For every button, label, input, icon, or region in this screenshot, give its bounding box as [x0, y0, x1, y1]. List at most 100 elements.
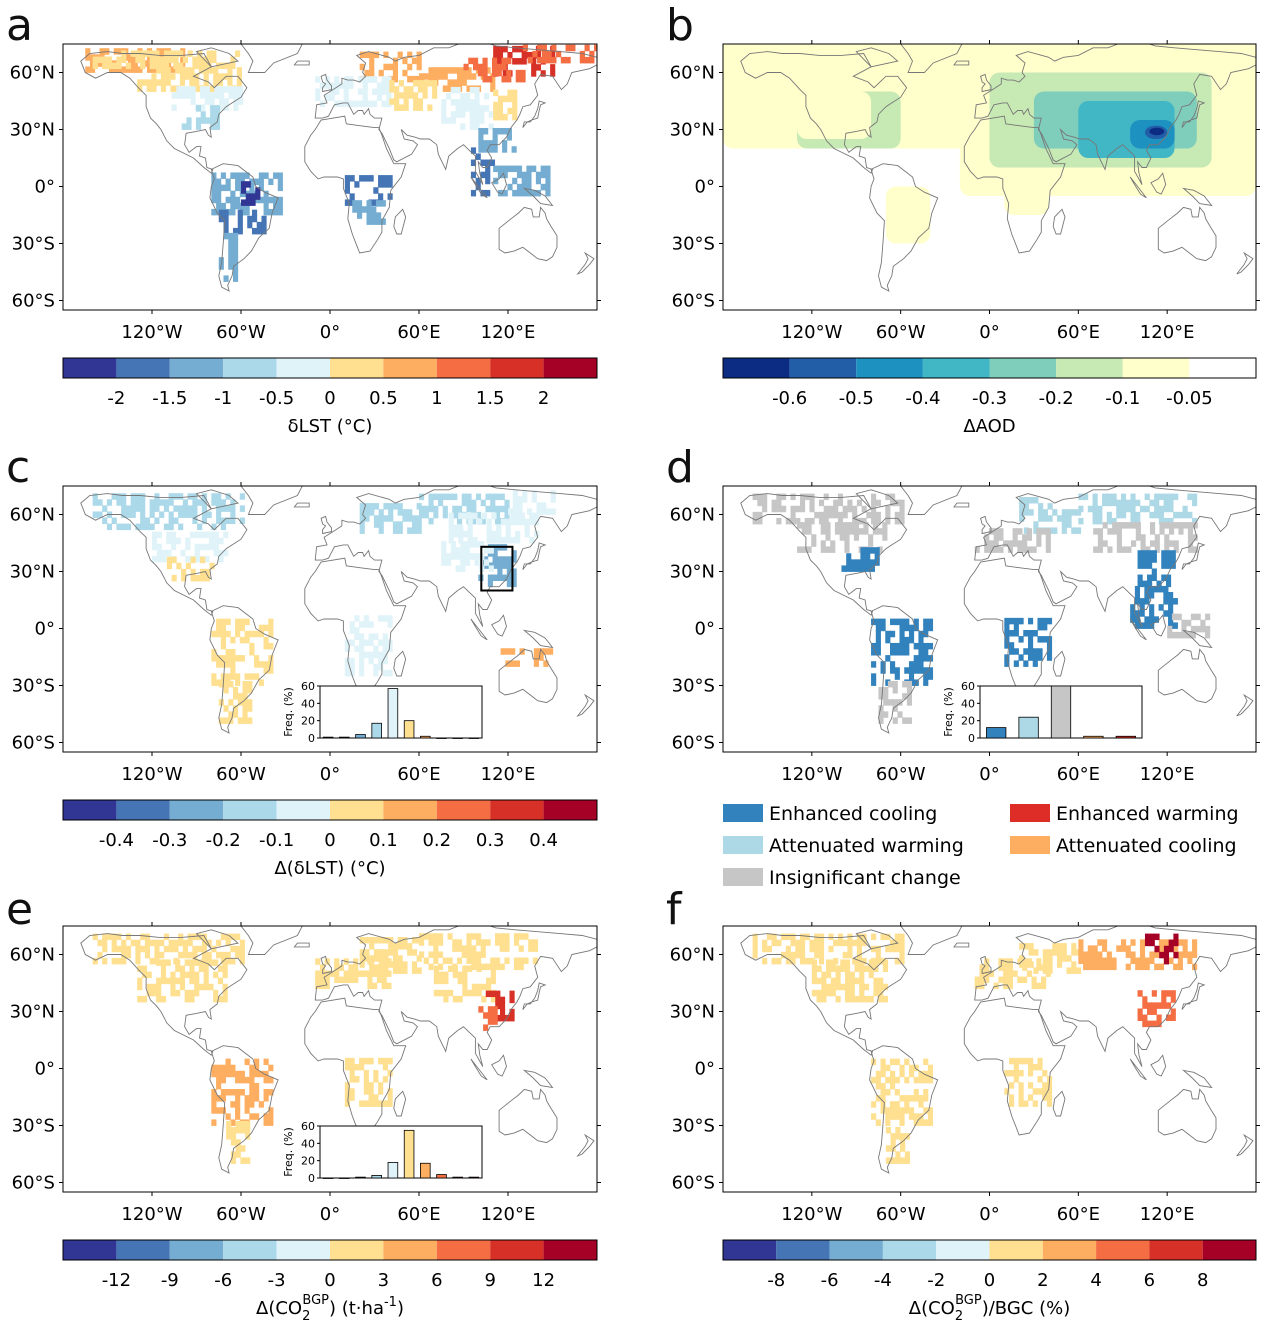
grid-cell — [443, 995, 449, 1003]
grid-cell — [464, 541, 471, 548]
grid-cell — [913, 661, 919, 668]
coastline-baffin — [855, 929, 899, 950]
grid-cell — [515, 512, 521, 520]
grid-cell — [372, 970, 378, 977]
grid-cell — [97, 56, 103, 64]
grid-cell — [121, 499, 127, 506]
lon-tick-label: 0° — [320, 1204, 340, 1225]
colorbar-segment — [330, 800, 384, 820]
grid-cell — [249, 1064, 255, 1072]
grid-cell — [116, 933, 122, 941]
grid-cell — [268, 618, 274, 626]
grid-cell — [904, 1151, 910, 1158]
grid-cell — [154, 945, 160, 953]
grid-cell — [540, 171, 546, 179]
grid-cell — [839, 522, 845, 529]
grid-cell — [548, 648, 554, 655]
colorbar-tick-label: -0.2 — [206, 830, 241, 851]
grid-cell — [372, 88, 378, 95]
grid-cell — [490, 85, 496, 92]
grid-cell — [492, 574, 498, 582]
grid-cell — [974, 546, 980, 553]
grid-cell — [121, 523, 127, 531]
grid-cell — [160, 79, 167, 86]
grid-cell — [1111, 957, 1117, 965]
grid-cell — [486, 536, 492, 544]
lon-tick-label: 0° — [979, 322, 999, 343]
grid-cell — [1121, 546, 1127, 553]
grid-cell — [492, 550, 498, 557]
grid-cell — [1017, 528, 1023, 535]
grid-cell — [820, 546, 826, 553]
colorbar-tick-label: 4 — [1090, 1270, 1101, 1291]
grid-cell — [506, 568, 512, 575]
grid-cell — [249, 1070, 255, 1078]
grid-cell — [163, 50, 170, 57]
grid-cell — [499, 963, 505, 971]
grid-cell — [1102, 939, 1108, 946]
grid-cell — [369, 943, 375, 950]
grid-cell — [835, 971, 841, 979]
lon-tick-label: 60°W — [876, 322, 926, 343]
grid-cell — [192, 517, 198, 525]
coastline-japan — [1181, 542, 1206, 570]
grid-cell — [1130, 505, 1136, 513]
grid-cell — [524, 524, 530, 532]
grid-cell — [883, 687, 889, 694]
grid-cell — [168, 939, 174, 947]
grid-cell — [1042, 1094, 1048, 1101]
grid-cell — [502, 113, 508, 121]
grid-cell — [993, 546, 999, 553]
grid-cell — [1004, 1070, 1010, 1077]
grid-cell — [890, 499, 896, 507]
grid-cell — [235, 933, 241, 941]
grid-cell — [1097, 546, 1104, 553]
grid-cell — [900, 1133, 906, 1140]
grid-cell — [504, 939, 510, 946]
lat-tick-label: 60°S — [672, 291, 715, 312]
grid-cell — [1092, 511, 1098, 519]
grid-cell — [111, 517, 117, 525]
grid-cell — [474, 541, 480, 548]
grid-cell — [392, 521, 399, 528]
grid-cell — [512, 502, 518, 509]
grid-cell — [923, 624, 929, 632]
grid-cell — [223, 275, 229, 282]
grid-cell — [230, 1064, 236, 1072]
grid-cell — [1161, 1002, 1167, 1009]
grid-cell — [367, 970, 373, 977]
grid-cell — [173, 50, 179, 57]
grid-cell — [471, 983, 477, 991]
grid-cell — [1102, 945, 1108, 952]
grid-cell — [850, 559, 857, 566]
grid-cell — [878, 711, 884, 718]
grid-cell — [885, 630, 891, 638]
grid-cell — [841, 565, 847, 572]
grid-cell — [532, 945, 539, 952]
grid-cell — [200, 86, 206, 93]
grid-cell — [501, 57, 507, 65]
grid-cell — [1061, 955, 1067, 962]
grid-cell — [799, 499, 806, 507]
grid-cell — [225, 939, 231, 947]
grid-cell — [795, 505, 801, 513]
grid-cell — [1156, 1002, 1162, 1009]
grid-cell — [352, 200, 358, 207]
grid-cell — [211, 172, 217, 179]
grid-cell — [1031, 546, 1037, 553]
grid-cell — [833, 511, 839, 519]
grid-cell — [488, 123, 494, 130]
grid-cell — [795, 945, 801, 953]
grid-cell — [165, 977, 171, 985]
grid-cell — [197, 523, 203, 531]
colorbar-tick-label: 0.3 — [476, 830, 505, 851]
grid-cell — [1004, 654, 1010, 661]
grid-cell — [844, 528, 850, 535]
grid-cell — [1142, 556, 1148, 563]
grid-cell — [194, 959, 200, 966]
grid-cell — [475, 939, 482, 946]
grid-cell — [397, 955, 403, 962]
colorbar-segment — [63, 1240, 117, 1260]
map-panel-f: 120°W 60°W 0° 60°E 120°E60°N30°N0°30°S60°S — [670, 922, 1260, 1225]
grid-cell — [1009, 1057, 1015, 1065]
